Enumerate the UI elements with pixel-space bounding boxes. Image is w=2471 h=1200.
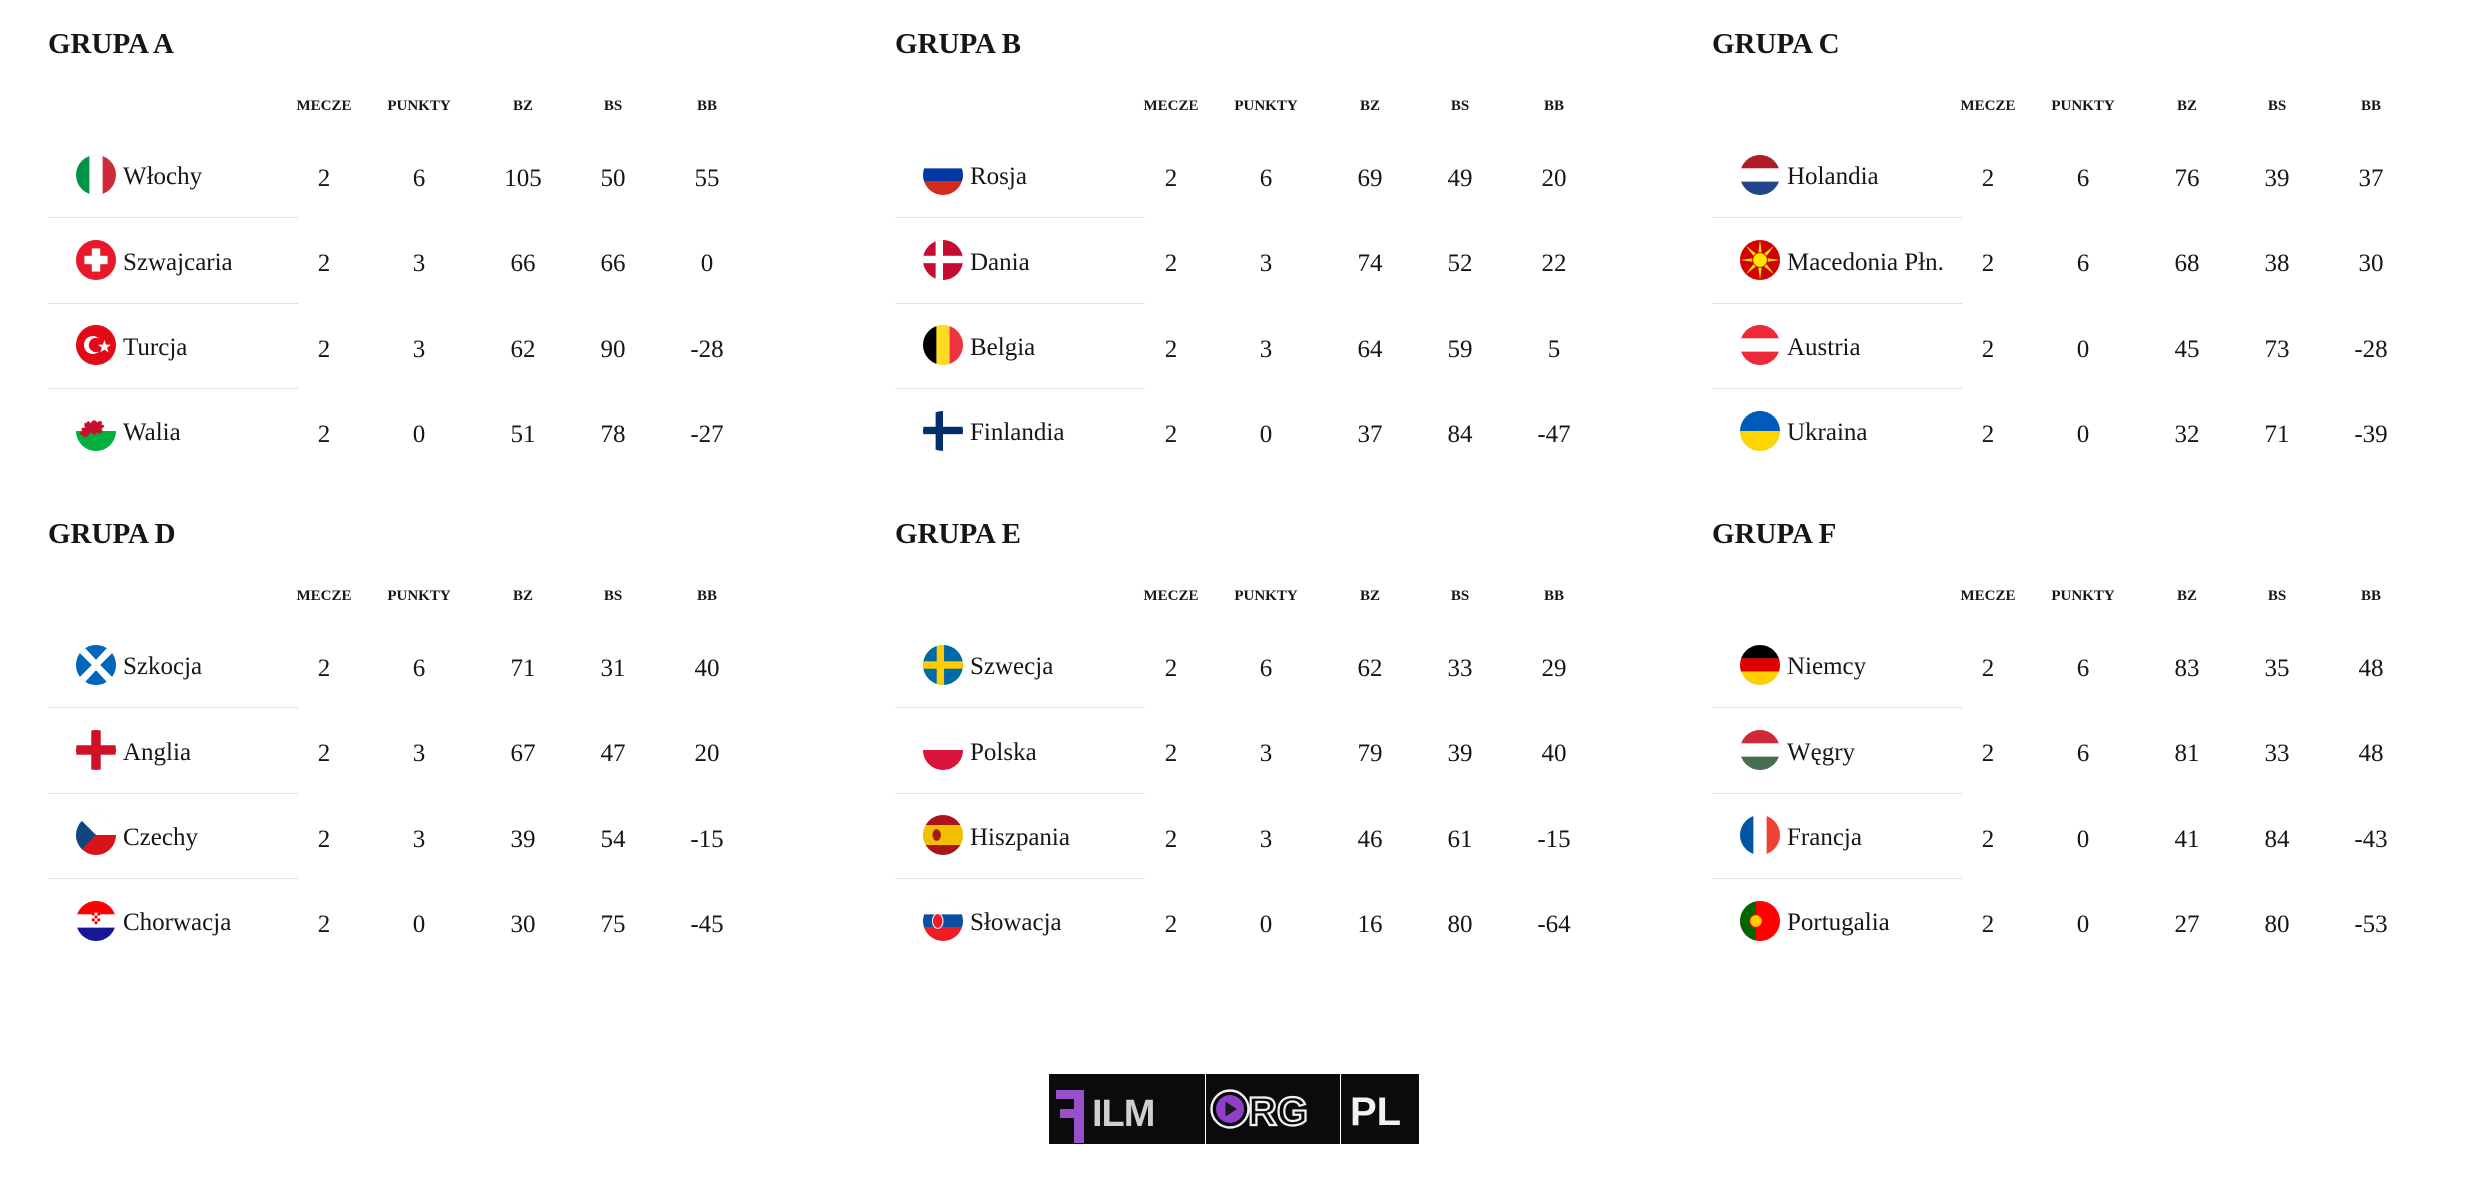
svg-text:ILM: ILM [1092,1093,1154,1135]
svg-text:RG: RG [1248,1090,1308,1134]
svg-text:PL: PL [1350,1090,1401,1134]
